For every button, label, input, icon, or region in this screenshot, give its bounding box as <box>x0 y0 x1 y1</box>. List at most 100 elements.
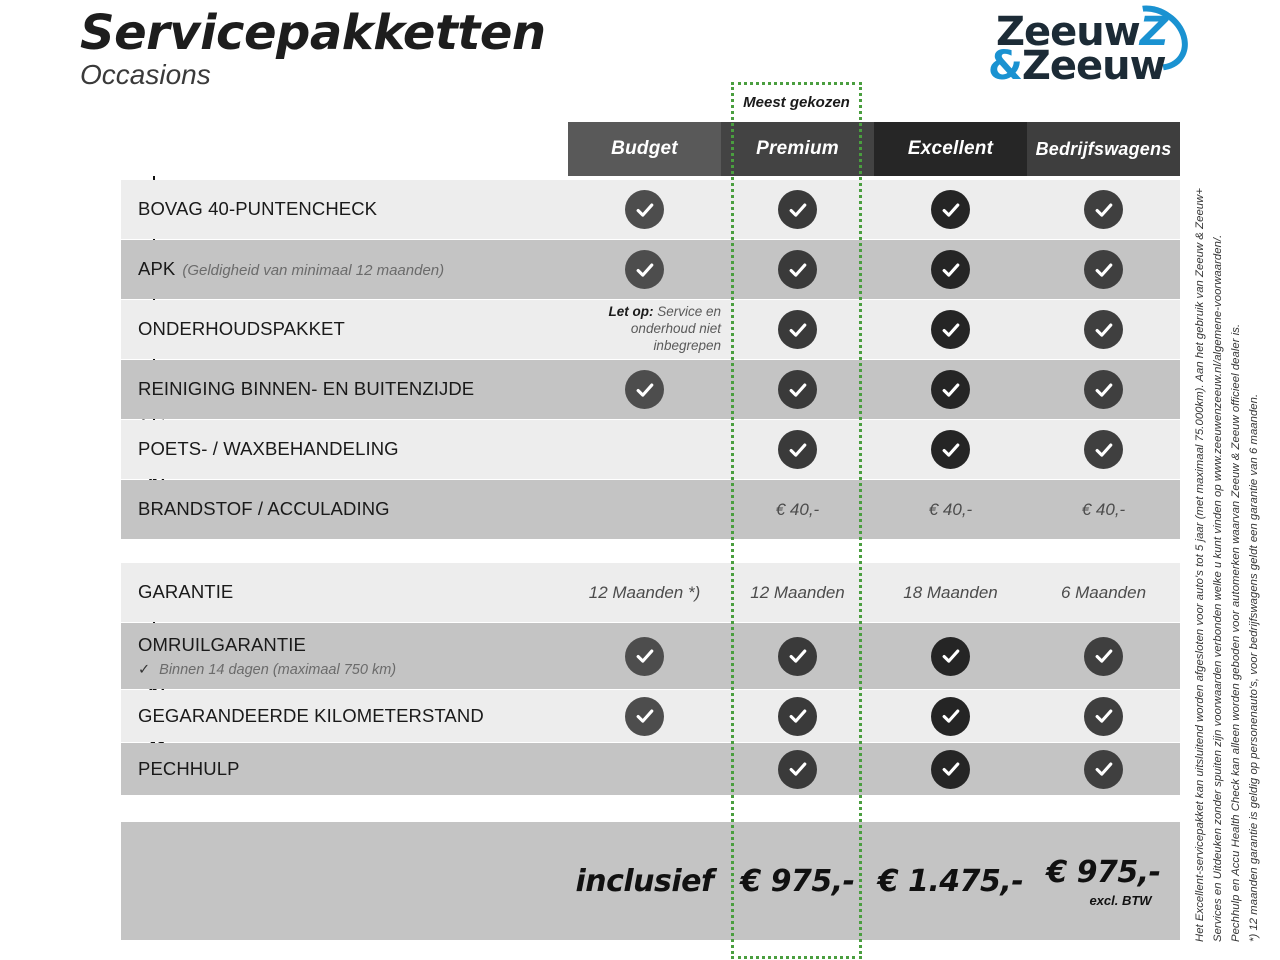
disclaimer-line-3: Pechhulp en Accu Health Check kan alleen… <box>1230 323 1242 942</box>
cell-excellent <box>874 743 1027 795</box>
logo-z-mark: Z <box>1139 9 1169 55</box>
check-icon <box>931 310 970 349</box>
disclaimer-line-2: Services en Uitdeuken zonder spuiten zij… <box>1212 234 1224 942</box>
cell-excellent <box>874 300 1027 359</box>
check-icon <box>1084 696 1123 736</box>
cell-budget: Let op: Service en onderhoud niet inbegr… <box>568 300 721 359</box>
cell-excellent: € 40,- <box>874 480 1027 539</box>
logo-word-zeeuw-bottom: Zeeuw <box>1021 43 1167 89</box>
row-label-text: OMRUILGARANTIE <box>138 634 306 656</box>
column-header-premium[interactable]: Premium <box>721 122 874 176</box>
kosten-price-premium: € 975,- <box>740 863 855 899</box>
cell-bedrijfswagens <box>1027 240 1180 299</box>
cell-value: 12 Maanden *) <box>588 582 701 602</box>
cell-bedrijfswagens <box>1027 360 1180 419</box>
cell-budget <box>568 623 721 689</box>
kosten-cell-bedrijfswagens: € 975,- excl. BTW <box>1027 822 1180 940</box>
cell-bedrijfswagens <box>1027 300 1180 359</box>
cell-excellent <box>874 180 1027 239</box>
disclaimer-block: Het Excellent-servicepakket kan uitsluit… <box>1192 118 1276 942</box>
logo-ampersand: & <box>988 43 1023 89</box>
check-icon <box>1084 190 1123 229</box>
row-label: ONDERHOUDSPAKKET <box>138 300 345 359</box>
cell-value: € 40,- <box>928 499 973 519</box>
table-row: PECHHULP <box>121 743 1180 795</box>
table-row: OMRUILGARANTIE ✓ Binnen 14 dagen (maximaal… <box>121 623 1180 689</box>
table-row: ONDERHOUDSPAKKET Let op: Service en onder… <box>121 300 1180 359</box>
cell-excellent: 18 Maanden <box>874 563 1027 622</box>
check-icon <box>778 636 817 676</box>
check-icon <box>625 250 664 289</box>
check-icon <box>778 749 817 789</box>
row-label-text: POETS- / WAXBEHANDELING <box>138 438 399 460</box>
page-subtitle: Occasions <box>80 59 211 91</box>
check-icon <box>931 696 970 736</box>
check-icon <box>931 370 970 409</box>
check-icon <box>625 636 664 676</box>
row-label-subtext: ✓ Binnen 14 dagen (maximaal 750 km) <box>138 661 397 678</box>
cell-premium <box>721 623 874 689</box>
check-icon <box>778 430 817 469</box>
check-icon <box>1084 749 1123 789</box>
row-label-note: (Geldigheid van minimaal 12 maanden) <box>182 262 445 280</box>
table-row: REINIGING BINNEN- EN BUITENZIJDE <box>121 360 1180 419</box>
check-icon <box>778 696 817 736</box>
cell-value: 18 Maanden <box>903 582 998 602</box>
kosten-cell-premium: € 975,- <box>721 822 874 940</box>
check-icon <box>1084 636 1123 676</box>
cell-premium <box>721 743 874 795</box>
cell-bedrijfswagens <box>1027 623 1180 689</box>
cell-bedrijfswagens: € 40,- <box>1027 480 1180 539</box>
check-icon <box>625 190 664 229</box>
cell-premium <box>721 300 874 359</box>
table-row: APK (Geldigheid van minimaal 12 maanden) <box>121 240 1180 299</box>
check-icon <box>1084 250 1123 289</box>
kosten-price-bedrijfswagens: € 975,- <box>1046 854 1161 890</box>
check-icon <box>931 749 970 789</box>
zeeuw-en-zeeuw-logo: ZeeuwZ &Zeeuw <box>988 0 1201 92</box>
cell-value: € 40,- <box>1081 499 1126 519</box>
kosten-cell-budget: inclusief <box>568 822 721 940</box>
column-header-bedrijfswagens[interactable]: Bedrijfswagens <box>1027 122 1180 176</box>
most-chosen-label: Meest gekozen <box>743 93 850 111</box>
cell-budget <box>568 690 721 742</box>
logo-line-2: &Zeeuw <box>988 43 1167 89</box>
table-row: GEGARANDEERDE KILOMETERSTAND <box>121 690 1180 742</box>
cell-value: 6 Maanden <box>1060 582 1147 602</box>
check-icon <box>931 636 970 676</box>
cell-excellent <box>874 420 1027 479</box>
row-label: BOVAG 40-PUNTENCHECK <box>138 180 377 239</box>
disclaimer-line-1: Het Excellent-servicepakket kan uitsluit… <box>1194 188 1206 942</box>
kosten-price-budget: inclusief <box>575 863 714 899</box>
check-icon <box>1084 310 1123 349</box>
row-label: GEGARANDEERDE KILOMETERSTAND <box>138 690 484 742</box>
check-icon <box>625 696 664 736</box>
kosten-price-vat-note: excl. BTW <box>1089 892 1152 908</box>
page-title-block: Servicepakketten Occasions <box>80 8 640 91</box>
cell-budget <box>568 240 721 299</box>
disclaimer-line-4: *) 12 maanden garantie is geldig op pers… <box>1248 393 1260 942</box>
check-icon <box>778 310 817 349</box>
cell-note-emphasis: Let op: <box>608 304 658 320</box>
row-label-text: GARANTIE <box>138 581 234 603</box>
kosten-price-excellent: € 1.475,- <box>877 863 1024 899</box>
cell-budget <box>568 743 721 795</box>
row-label-text: ONDERHOUDSPAKKET <box>138 318 345 340</box>
cell-bedrijfswagens <box>1027 690 1180 742</box>
check-icon <box>1084 430 1123 469</box>
check-small-icon: ✓ <box>138 661 151 678</box>
row-label-text: BRANDSTOF / ACCULADING <box>138 498 390 520</box>
column-header-excellent[interactable]: Excellent <box>874 122 1027 176</box>
column-header-budget[interactable]: Budget <box>568 122 721 176</box>
table-row: BOVAG 40-PUNTENCHECK <box>121 180 1180 239</box>
cell-premium: 12 Maanden <box>721 563 874 622</box>
cell-excellent <box>874 623 1027 689</box>
check-icon <box>931 190 970 229</box>
cell-excellent <box>874 360 1027 419</box>
cell-excellent <box>874 240 1027 299</box>
row-label-text: REINIGING BINNEN- EN BUITENZIJDE <box>138 378 475 400</box>
check-icon <box>778 190 817 229</box>
row-label: PECHHULP <box>138 743 240 795</box>
cell-bedrijfswagens: 6 Maanden <box>1027 563 1180 622</box>
cell-premium <box>721 360 874 419</box>
